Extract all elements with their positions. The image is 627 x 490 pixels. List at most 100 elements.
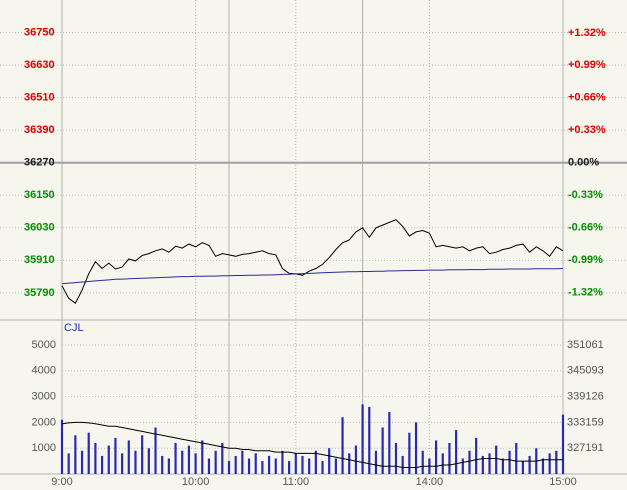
volume-bar xyxy=(167,458,170,474)
volume-bar xyxy=(194,453,197,474)
volume-bar xyxy=(328,448,331,474)
volume-bar xyxy=(227,461,231,474)
volume-bar xyxy=(181,450,184,474)
y2-tick-label: 345093 xyxy=(567,365,604,377)
y2-tick-label: 0.00% xyxy=(568,157,599,169)
y2-tick-label: -0.33% xyxy=(568,189,603,201)
y-tick-label: 36630 xyxy=(24,59,55,71)
y-tick-label: 4000 xyxy=(32,365,56,377)
series-label: CJL xyxy=(64,322,84,334)
volume-bar xyxy=(161,455,164,474)
volume-bar xyxy=(475,437,478,474)
y2-tick-label: -1.32% xyxy=(568,286,603,298)
y-tick-label: 36750 xyxy=(24,26,55,38)
y-tick-label: 35790 xyxy=(24,287,55,299)
x-tick-label: 14:00 xyxy=(416,476,444,488)
y2-tick-label: 333159 xyxy=(567,416,604,428)
y-tick-label: 36390 xyxy=(24,124,55,136)
volume-bar xyxy=(374,450,378,474)
y2-tick-label: -0.99% xyxy=(568,254,603,266)
volume-bar xyxy=(274,458,277,474)
volume-bar xyxy=(354,445,358,474)
volume-bar xyxy=(481,455,484,474)
volume-bar xyxy=(174,443,177,474)
y-tick-label: 36030 xyxy=(24,222,55,234)
y-tick-label: 3000 xyxy=(32,390,56,402)
volume-bar xyxy=(495,445,498,474)
y2-tick-label: 339126 xyxy=(567,390,604,402)
volume-bar xyxy=(94,443,97,474)
volume-average-line xyxy=(61,421,563,468)
volume-bar xyxy=(381,427,384,474)
volume-bar xyxy=(121,453,124,474)
volume-bar xyxy=(414,422,418,474)
volume-bar xyxy=(114,437,117,474)
y2-tick-label: 327191 xyxy=(567,442,604,454)
y-tick-label: 35910 xyxy=(24,254,55,266)
volume-bar xyxy=(74,435,77,474)
volume-bar xyxy=(134,450,137,474)
volume-bar xyxy=(234,455,237,474)
volume-bar xyxy=(261,461,264,474)
volume-bar xyxy=(314,450,317,474)
price-line xyxy=(61,219,564,304)
volume-bar xyxy=(294,453,297,474)
x-tick-label: 15:00 xyxy=(549,476,577,488)
volume-bar xyxy=(468,450,471,474)
y2-tick-label: +1.32% xyxy=(568,27,606,39)
volume-bar xyxy=(201,440,204,474)
y-tick-label: 36150 xyxy=(24,189,55,201)
volume-bar xyxy=(147,448,150,474)
volume-bar xyxy=(501,458,504,474)
volume-bar xyxy=(515,443,518,474)
volume-bar xyxy=(67,453,70,474)
volume-bar xyxy=(87,432,90,474)
volume-bar xyxy=(434,440,438,474)
volume-bar xyxy=(541,458,545,474)
volume-bar xyxy=(187,445,191,474)
volume-bar xyxy=(334,458,337,474)
volume-bar xyxy=(408,432,411,474)
y2-tick-label: +0.33% xyxy=(568,124,606,136)
volume-bar xyxy=(455,430,458,474)
x-tick-label: 9:00 xyxy=(51,476,72,488)
y2-tick-label: +0.99% xyxy=(568,59,606,71)
volume-bar xyxy=(461,458,464,474)
volume-bar xyxy=(341,417,344,474)
price-line xyxy=(61,268,564,285)
volume-bar xyxy=(421,450,424,474)
volume-bar xyxy=(247,458,251,474)
volume-bar xyxy=(401,455,404,474)
volume-bar xyxy=(348,453,351,474)
volume-bar xyxy=(388,412,391,474)
volume-bar xyxy=(308,458,311,474)
volume-bar xyxy=(561,414,565,474)
volume-bar xyxy=(154,427,157,474)
volume-bar xyxy=(488,453,491,474)
volume-bar xyxy=(441,453,444,474)
y-tick-label: 1000 xyxy=(32,442,56,454)
volume-bar xyxy=(521,461,525,474)
volume-bar xyxy=(241,450,244,474)
volume-bar xyxy=(207,458,211,474)
volume-bar xyxy=(508,450,511,474)
volume-bar xyxy=(555,450,558,474)
y-tick-label: 5000 xyxy=(32,339,56,351)
volume-bar xyxy=(214,450,217,474)
y2-tick-label: 351061 xyxy=(567,339,604,351)
volume-bar xyxy=(394,443,398,474)
volume-bar xyxy=(254,453,257,474)
volume-bar xyxy=(281,450,284,474)
volume-bar xyxy=(301,455,304,474)
x-tick-label: 11:00 xyxy=(282,476,309,488)
volume-bar xyxy=(80,450,84,474)
y-tick-label: 36510 xyxy=(24,92,55,104)
volume-bar xyxy=(267,455,271,474)
volume-bar xyxy=(100,455,104,474)
volume-bar xyxy=(321,461,324,474)
volume-bar xyxy=(127,440,130,474)
y-tick-label: 2000 xyxy=(32,416,56,428)
